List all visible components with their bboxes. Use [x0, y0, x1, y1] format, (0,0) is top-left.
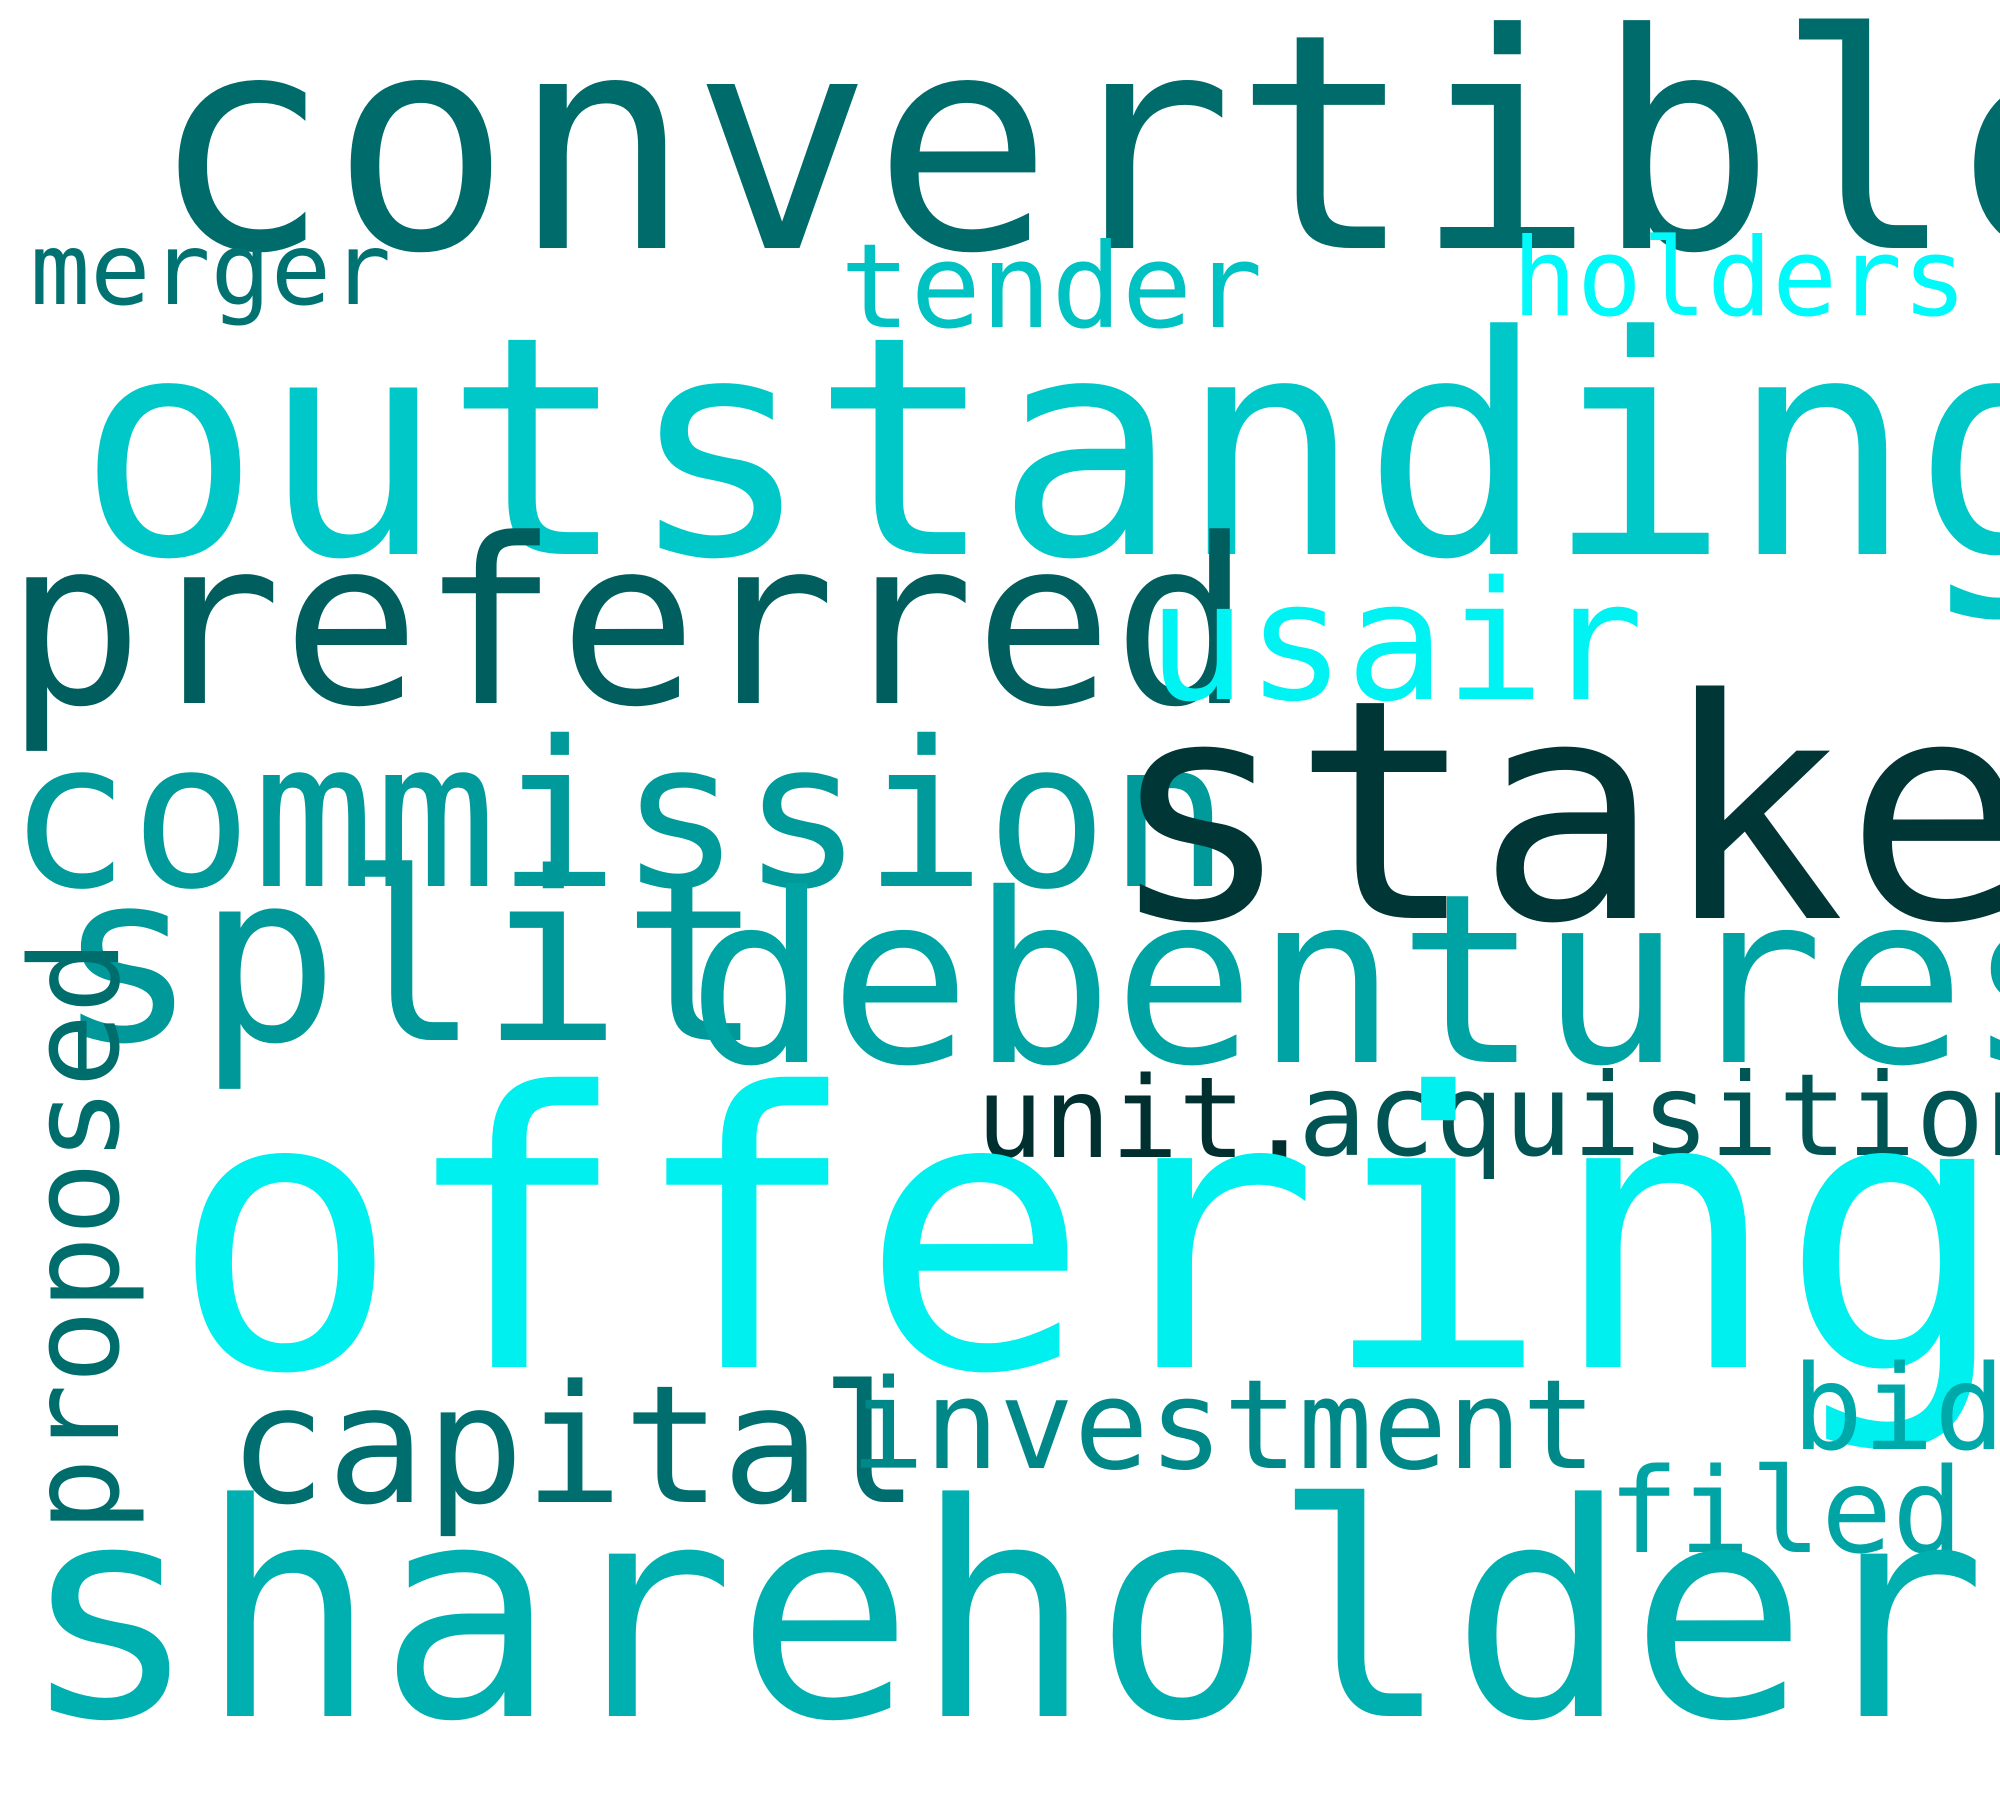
- word-stake: stake: [1108, 635, 2000, 991]
- word-unit: unit.: [976, 1054, 1314, 1184]
- word-holders: holders: [1512, 216, 1968, 341]
- word-usair: usair: [1147, 546, 1644, 738]
- word-investment: investment: [850, 1354, 1597, 1498]
- word-tender: tender: [840, 218, 1263, 355]
- word-filed: filed: [1608, 1442, 1964, 1580]
- word-offering: offering: [170, 1013, 2000, 1458]
- word-merger: merger: [30, 211, 392, 328]
- word-acquisition: acquisition: [1298, 1049, 2000, 1182]
- word-debentures: debentures: [687, 843, 2000, 1118]
- word-capital: capital: [228, 1350, 920, 1541]
- word-outstanding: outstanding: [77, 271, 2000, 626]
- word-bid: bid: [1792, 1339, 2000, 1477]
- word-commission: commission: [8, 698, 1231, 934]
- word-split: split: [56, 823, 764, 1096]
- word-shareholders: shareholders: [20, 1441, 2000, 1787]
- word-convertible: convertible: [150, 0, 2000, 319]
- word-preferred: preferred: [5, 491, 1252, 758]
